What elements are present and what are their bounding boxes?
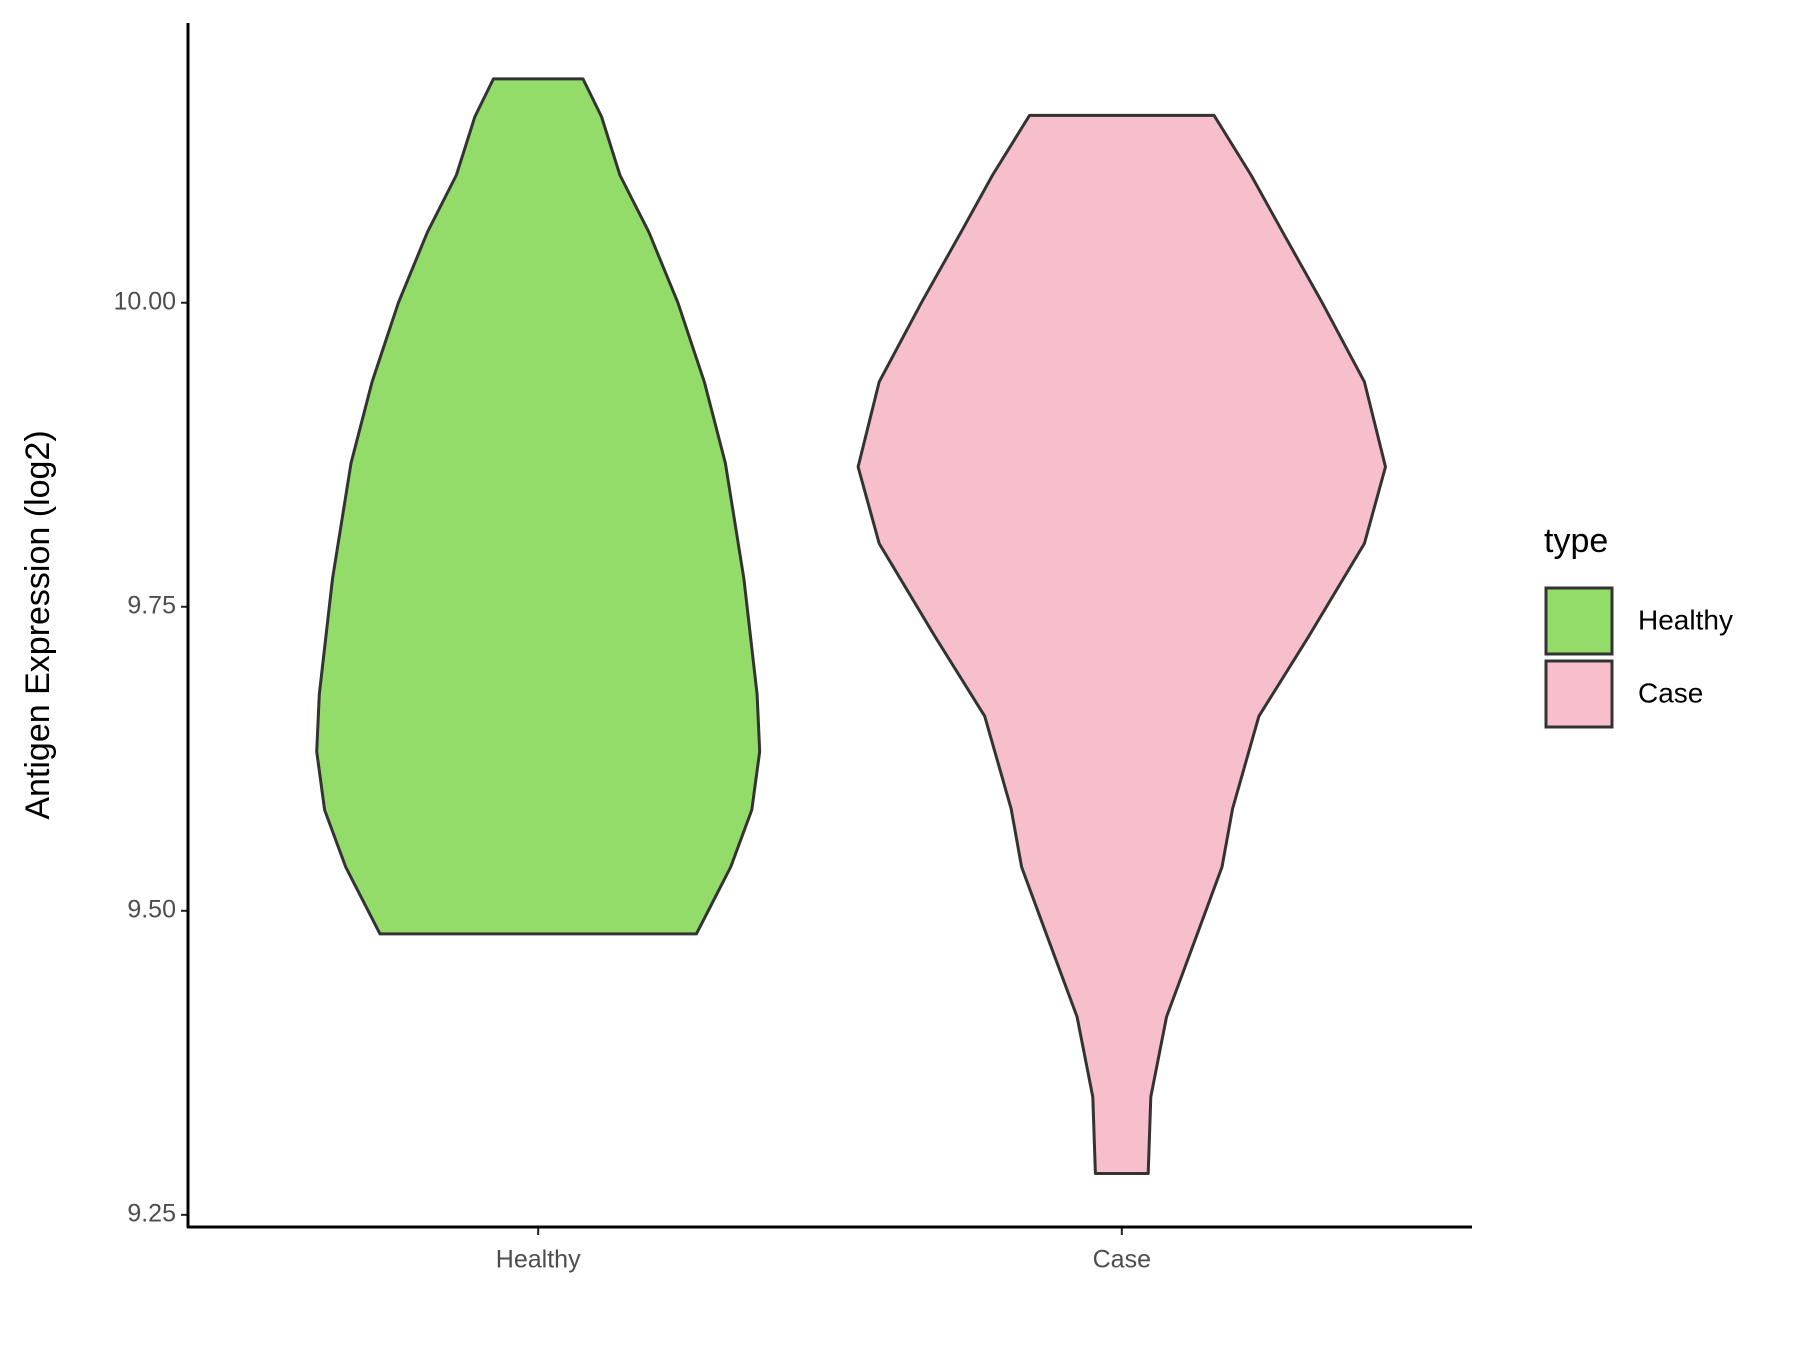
legend-label: Healthy — [1638, 604, 1733, 635]
y-tick-label: 9.25 — [127, 1199, 176, 1227]
y-tick-label: 10.00 — [113, 287, 176, 315]
y-axis-title: Antigen Expression (log2) — [19, 430, 57, 819]
legend-key — [1544, 659, 1614, 729]
y-tick-label: 9.50 — [127, 895, 176, 923]
violin — [856, 113, 1387, 1175]
legend-label: Case — [1638, 677, 1703, 708]
x-tick-label: Healthy — [496, 1246, 581, 1274]
x-tick-label: Case — [1093, 1246, 1151, 1274]
violin — [315, 77, 762, 936]
legend-title: type — [1544, 522, 1608, 560]
legend-key — [1544, 586, 1614, 656]
y-tick-label: 9.75 — [127, 591, 176, 619]
